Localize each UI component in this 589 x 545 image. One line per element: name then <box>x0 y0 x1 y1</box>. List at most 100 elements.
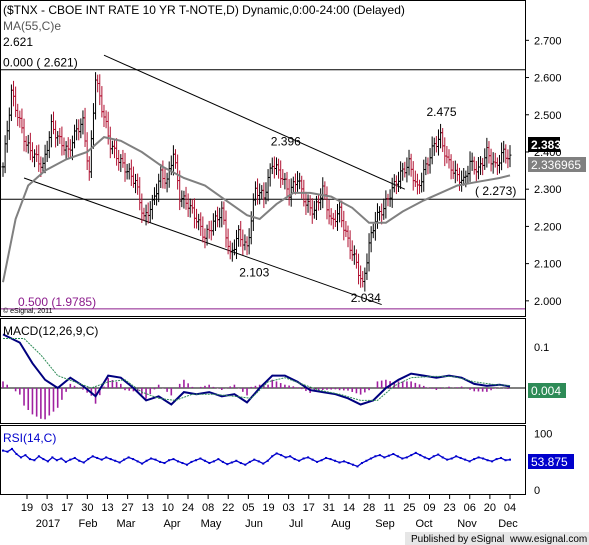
ohlc-bar-155 <box>327 199 331 225</box>
rsi-point-49 <box>221 460 224 463</box>
ohlc-bar-222 <box>468 151 472 182</box>
ohlc-bar-88 <box>186 193 190 217</box>
ohlc-bar-121 <box>256 178 260 205</box>
ohlc-bar-83 <box>176 154 180 190</box>
ohlc-bar-17 <box>37 144 41 172</box>
ohlc-bar-218 <box>460 170 464 192</box>
ohlc-bar-113 <box>239 220 243 247</box>
rsi-point-81 <box>365 459 368 462</box>
rsi-point-50 <box>226 463 229 466</box>
ohlc-bar-48 <box>102 104 106 128</box>
footer-bar <box>405 532 589 545</box>
x-month-label-2: Mar <box>117 518 136 530</box>
ohlc-bar-3 <box>7 107 11 140</box>
x-month-label-7: Aug <box>331 518 351 530</box>
ohlc-bar-70 <box>148 201 152 223</box>
rsi-point-1 <box>6 450 9 453</box>
ohlc-bar-32 <box>68 139 72 158</box>
rsi-point-54 <box>244 463 247 466</box>
x-day-tick-20: 09 <box>423 502 435 514</box>
ohlc-bar-95 <box>201 216 205 243</box>
rsi-line-layer <box>2 447 511 468</box>
rsi-point-5 <box>24 454 27 457</box>
ohlc-bar-146 <box>308 195 312 216</box>
ohlc-bar-178 <box>375 203 379 229</box>
ohlc-bar-114 <box>241 229 245 255</box>
ohlc-bar-161 <box>340 200 344 228</box>
rsi-point-96 <box>432 455 435 458</box>
rsi-point-62 <box>280 454 283 457</box>
ohlc-bar-47 <box>100 86 104 118</box>
rsi-point-94 <box>423 456 426 459</box>
rsi-point-72 <box>325 456 328 459</box>
horizontal-line-label-1: ( 2.273) <box>475 184 516 198</box>
ohlc-bar-2 <box>5 120 9 153</box>
ohlc-bar-182 <box>384 190 388 219</box>
rsi-point-71 <box>320 459 323 462</box>
ohlc-bar-122 <box>258 183 262 205</box>
rsi-point-27 <box>123 458 126 461</box>
ohlc-bar-106 <box>224 210 228 248</box>
ohlc-bar-124 <box>262 182 266 209</box>
rsi-point-90 <box>405 456 408 459</box>
x-month-label-8: Sep <box>375 518 395 530</box>
ohlc-bar-8 <box>18 110 22 128</box>
ohlc-bar-92 <box>195 208 199 229</box>
rsi-point-18 <box>82 461 85 464</box>
ohlc-bar-102 <box>216 206 220 228</box>
price-y-tick-label-4: 2.300 <box>534 184 562 196</box>
ohlc-bar-69 <box>146 202 150 224</box>
ohlc-bar-34 <box>73 124 77 149</box>
ohlc-bar-132 <box>279 160 283 188</box>
rsi-value-box <box>528 454 574 469</box>
rsi-point-100 <box>450 457 453 460</box>
ohlc-bar-196 <box>413 170 417 187</box>
rsi-point-76 <box>342 460 345 463</box>
ohlc-bar-10 <box>22 118 26 152</box>
macd-y-tick-label-0: 0.1 <box>534 342 549 354</box>
ohlc-bar-46 <box>98 74 102 106</box>
rsi-point-41 <box>185 463 188 466</box>
macd-series-signal <box>3 338 511 401</box>
ohlc-bar-21 <box>45 140 49 163</box>
ohlc-bar-170 <box>359 265 363 288</box>
ohlc-bar-94 <box>199 212 203 236</box>
ohlc-bar-177 <box>373 211 377 241</box>
ohlc-bar-78 <box>165 172 169 193</box>
ohlc-bar-36 <box>77 119 81 141</box>
x-day-tick-3: 30 <box>81 502 93 514</box>
ohlc-bar-235 <box>495 157 499 175</box>
ohlc-bar-154 <box>325 186 329 220</box>
ohlc-bar-228 <box>481 157 485 176</box>
ohlc-bar-173 <box>365 253 369 280</box>
rsi-point-3 <box>15 453 18 455</box>
rsi-point-110 <box>495 458 498 461</box>
rsi-point-20 <box>91 455 94 458</box>
ma-line <box>2 136 511 283</box>
ohlc-bar-157 <box>331 212 335 230</box>
ohlc-bar-164 <box>346 225 350 248</box>
ohlc-bar-229 <box>483 148 487 170</box>
ohlc-bars-layer <box>1 72 512 292</box>
ohlc-bar-169 <box>357 253 361 285</box>
ohlc-bar-179 <box>378 206 382 221</box>
rsi-point-102 <box>459 456 462 459</box>
chart-title: ($TNX - CBOE INT RATE 10 YR T-NOTE,D) Dy… <box>3 3 405 17</box>
rsi-point-106 <box>477 456 480 459</box>
ohlc-bar-175 <box>369 226 373 253</box>
ohlc-bar-50 <box>106 111 110 145</box>
ohlc-bar-128 <box>270 157 274 175</box>
footer-site: www.esignal.com <box>509 534 587 545</box>
rsi-point-64 <box>289 455 292 458</box>
x-day-tick-7: 10 <box>162 502 174 514</box>
rsi-point-65 <box>293 458 296 461</box>
ohlc-bar-89 <box>188 198 192 218</box>
price-annotation-3: 2.034 <box>351 291 381 305</box>
ohlc-bar-98 <box>207 220 211 239</box>
ohlc-bar-238 <box>502 140 506 163</box>
ohlc-bar-133 <box>281 169 285 185</box>
rsi-point-21 <box>96 456 99 459</box>
x-day-tick-22: 06 <box>464 502 476 514</box>
ohlc-bar-101 <box>213 210 217 231</box>
x-day-tick-8: 24 <box>182 502 194 514</box>
